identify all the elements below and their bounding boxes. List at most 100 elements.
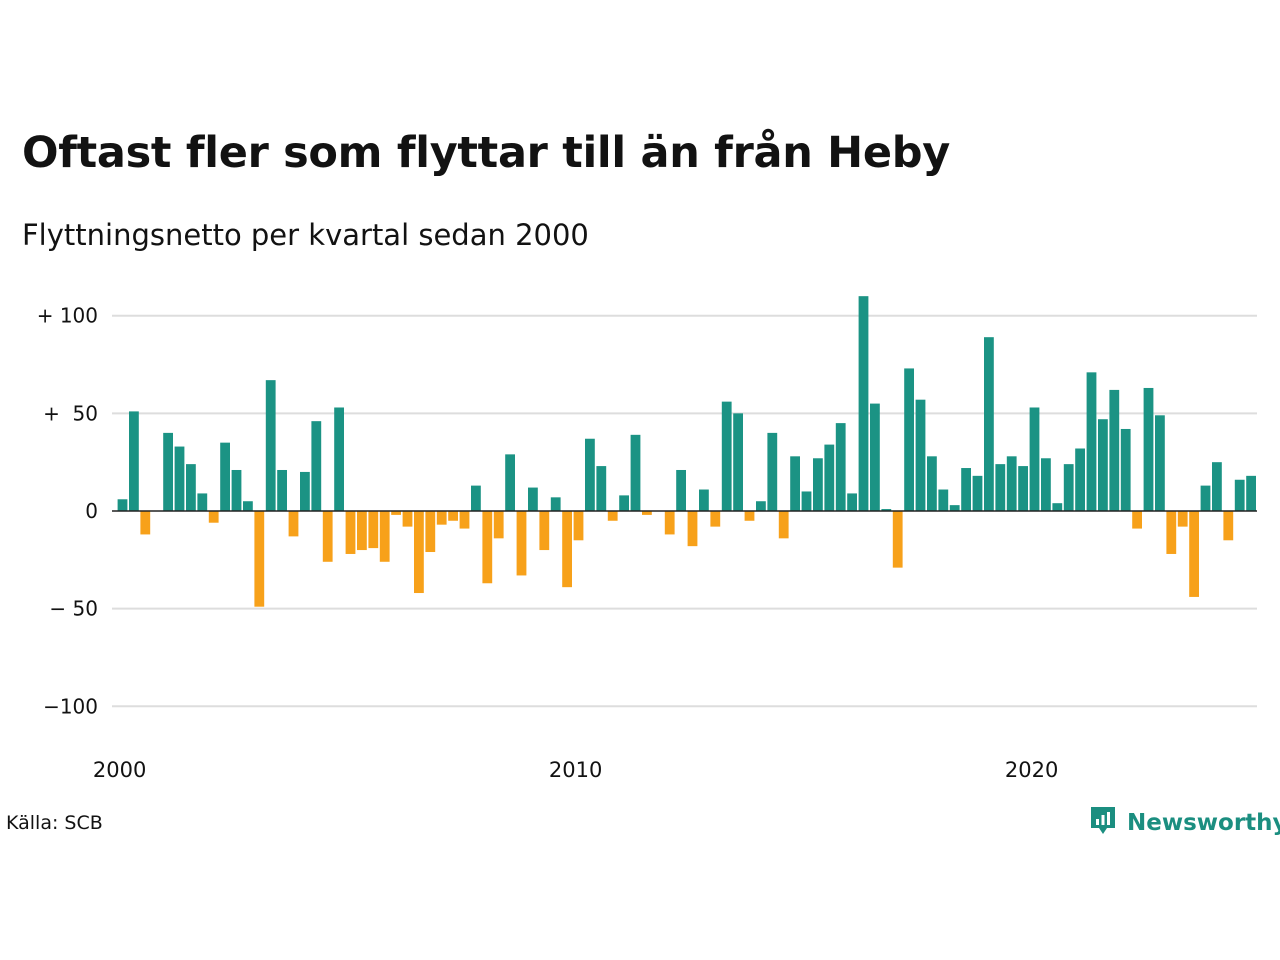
brand[interactable]: Newsworthy <box>1088 804 1280 842</box>
bar <box>847 493 857 511</box>
bar <box>493 511 504 539</box>
bar <box>231 469 242 511</box>
bar <box>835 423 846 511</box>
chart-subtitle: Flyttningsnetto per kvartal sedan 2000 <box>22 218 589 252</box>
bar <box>528 487 538 511</box>
y-axis-ticks: + 100 + 50 0 − 50 −100 <box>37 304 98 719</box>
bar <box>995 464 1006 511</box>
bar <box>334 407 344 511</box>
x-tick-label: 2010 <box>549 758 602 782</box>
bar <box>254 511 265 607</box>
bar <box>1109 389 1120 511</box>
bar <box>1029 407 1040 511</box>
bar <box>197 493 208 511</box>
bar <box>186 464 196 511</box>
bar <box>471 485 481 511</box>
bar <box>961 468 971 511</box>
bar <box>322 511 333 562</box>
bars <box>117 296 1256 607</box>
bar <box>562 511 572 588</box>
bar <box>220 442 230 511</box>
bar <box>778 511 789 539</box>
bar <box>596 466 607 511</box>
bar <box>1098 419 1108 511</box>
bar <box>550 497 561 511</box>
bar <box>379 511 390 562</box>
bar <box>1177 511 1188 527</box>
bar <box>642 511 652 515</box>
y-tick-label: 0 <box>85 499 98 523</box>
chart-title: Oftast fler som flyttar till än från Heb… <box>22 128 950 178</box>
bar <box>972 475 983 511</box>
bar <box>619 495 629 511</box>
bar <box>1166 511 1177 554</box>
bar <box>744 511 755 521</box>
bar <box>357 511 367 551</box>
bar <box>288 511 299 537</box>
bar <box>1052 503 1063 511</box>
bar <box>733 413 743 511</box>
bar <box>790 456 800 511</box>
bar <box>448 511 458 521</box>
newsworthy-logo-icon <box>1088 804 1118 842</box>
bar <box>1143 387 1154 511</box>
bar <box>721 401 732 511</box>
bar <box>710 511 721 527</box>
bar <box>1189 511 1199 597</box>
bar <box>801 491 812 511</box>
y-tick-label: −100 <box>43 694 98 718</box>
bar <box>881 509 892 511</box>
bar <box>767 432 778 511</box>
bar <box>585 438 595 511</box>
bar <box>1063 464 1074 511</box>
x-tick-label: 2000 <box>93 758 146 782</box>
bar <box>1212 462 1222 511</box>
bar <box>539 511 550 551</box>
bar <box>402 511 413 527</box>
bar <box>1075 448 1085 511</box>
bar <box>1223 511 1234 541</box>
bar <box>1041 458 1051 511</box>
bar <box>756 501 766 511</box>
bar <box>1086 372 1097 511</box>
y-tick-label: − 50 <box>49 597 98 621</box>
bar <box>414 511 424 594</box>
brand-name: Newsworthy <box>1127 810 1280 836</box>
bar <box>243 501 253 511</box>
bar <box>163 432 173 511</box>
x-tick-label: 2020 <box>1005 758 1058 782</box>
bar <box>1120 428 1131 511</box>
bar <box>482 511 493 584</box>
bar <box>607 511 618 521</box>
bar <box>824 444 835 511</box>
bar <box>1246 475 1256 511</box>
bar <box>630 434 641 511</box>
bar <box>140 511 151 535</box>
bar <box>1018 466 1028 511</box>
bar <box>938 489 949 511</box>
bar <box>1006 456 1017 511</box>
bar <box>904 368 914 511</box>
bar <box>664 511 675 535</box>
bar <box>459 511 470 529</box>
bar <box>1200 485 1211 511</box>
bar <box>915 399 926 511</box>
bar <box>927 456 937 511</box>
bar <box>311 421 322 511</box>
bar <box>687 511 698 547</box>
y-tick-label: + 100 <box>37 304 98 328</box>
bar <box>436 511 447 525</box>
bar <box>1234 479 1245 511</box>
bar <box>277 469 287 511</box>
bar <box>129 411 139 511</box>
source-note: Källa: SCB <box>6 812 103 834</box>
bar <box>174 446 185 511</box>
bar <box>425 511 436 553</box>
grid-lines <box>112 314 1257 708</box>
bar <box>1155 415 1165 511</box>
bar <box>573 511 584 541</box>
bar <box>516 511 527 576</box>
bar <box>676 469 686 511</box>
bar <box>870 403 880 511</box>
bar <box>208 511 219 523</box>
